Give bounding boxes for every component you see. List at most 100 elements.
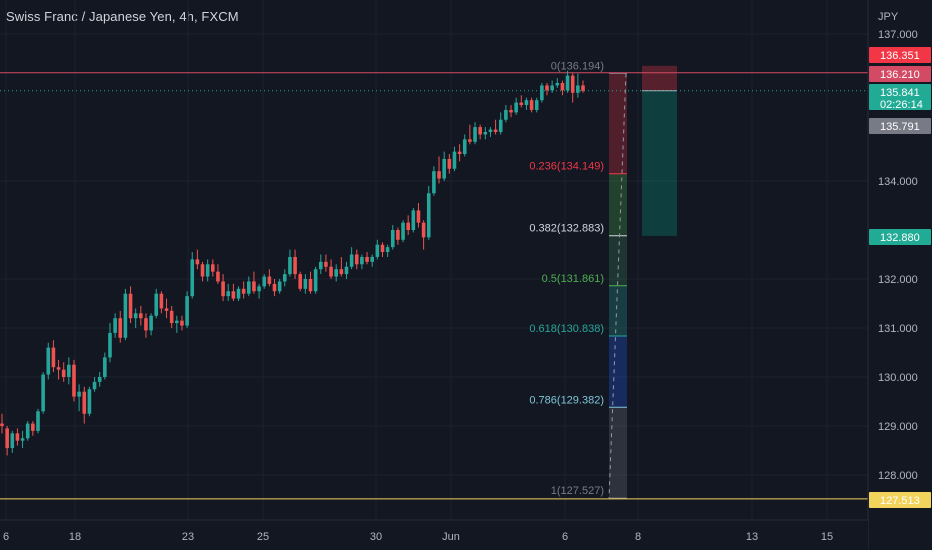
- candle: [231, 283, 236, 302]
- candle-body: [385, 247, 390, 253]
- candle: [478, 124, 482, 140]
- candle-body: [77, 391, 81, 397]
- candle-body: [108, 332, 112, 358]
- candle-body: [169, 310, 174, 324]
- candle-body: [36, 411, 40, 431]
- candle: [339, 256, 344, 277]
- candle-body: [437, 171, 441, 179]
- candle: [77, 384, 81, 412]
- candle: [5, 426, 9, 456]
- x-tick-label: 6: [562, 531, 568, 543]
- candle-body: [252, 281, 256, 292]
- candle-body: [457, 151, 462, 155]
- candle: [560, 80, 565, 96]
- candle: [493, 119, 498, 135]
- candle-body: [473, 127, 477, 142]
- candle-body: [360, 256, 364, 265]
- candle-body: [442, 158, 446, 179]
- candle-body: [139, 313, 143, 319]
- candle: [51, 340, 56, 373]
- candle-body: [483, 132, 488, 135]
- price-label: 02:26:14: [880, 99, 923, 111]
- x-tick-label: 18: [69, 531, 81, 543]
- candle: [385, 244, 390, 257]
- candle-body: [540, 85, 544, 101]
- candle-body: [416, 210, 421, 223]
- candle: [354, 249, 359, 270]
- price-label-bg: [869, 84, 931, 110]
- candle: [432, 166, 436, 196]
- candle: [25, 421, 30, 441]
- candle: [380, 242, 385, 257]
- fibonacci-retracement: 0(136.194) 0.236(134.149) 0.382(132.883) 0.…: [529, 60, 627, 499]
- candle: [545, 83, 549, 96]
- y-tick-label: 134.000: [878, 176, 918, 188]
- candle-body: [380, 244, 385, 253]
- price-label-bg: [869, 229, 931, 245]
- candle-body: [329, 266, 333, 277]
- x-tick-label: 8: [635, 531, 641, 543]
- candle: [360, 254, 364, 270]
- candle-body: [396, 230, 400, 240]
- candle: [282, 269, 287, 287]
- candle-body: [349, 254, 354, 267]
- candle: [200, 261, 205, 282]
- price-label-bg: [869, 118, 931, 134]
- candle: [303, 274, 308, 294]
- candle-body: [92, 381, 97, 390]
- candle: [468, 124, 472, 145]
- candle-body: [550, 85, 554, 91]
- candle-body: [128, 293, 133, 319]
- candle-body: [195, 259, 200, 265]
- candle-body: [41, 374, 45, 412]
- candle: [401, 220, 405, 243]
- candle-body: [468, 139, 472, 142]
- candle-body: [493, 129, 498, 132]
- fib-level-label: 0(136.194): [551, 60, 604, 72]
- price-label: 135.841: [880, 87, 920, 99]
- candle-body: [231, 291, 236, 299]
- candle-body: [180, 320, 184, 326]
- candle: [82, 386, 87, 424]
- candle: [365, 252, 369, 265]
- x-tick-label: 13: [746, 531, 758, 543]
- candle-body: [421, 222, 426, 238]
- candle: [426, 185, 431, 240]
- candle: [277, 279, 282, 294]
- candle-body: [282, 274, 287, 282]
- candle-body: [113, 318, 117, 333]
- take-profit-zone: [642, 90, 677, 236]
- candle: [581, 80, 585, 93]
- candle-body: [509, 109, 513, 113]
- candle-body: [15, 433, 20, 441]
- fib-level-label: 1(127.527): [551, 485, 604, 497]
- candle-body: [339, 269, 344, 275]
- fib-level-label: 0.618(130.838): [529, 323, 604, 335]
- candle-body: [31, 423, 35, 431]
- candle-body: [154, 293, 159, 316]
- candle-body: [462, 139, 467, 155]
- candle-body: [478, 127, 482, 135]
- candle: [313, 266, 318, 294]
- candle-body: [82, 391, 87, 414]
- fib-zone: [609, 235, 627, 286]
- candle: [139, 305, 143, 326]
- candle: [133, 308, 138, 328]
- grid-lines: [0, 0, 868, 520]
- candle-body: [426, 193, 431, 238]
- candle: [462, 134, 467, 157]
- candle: [349, 247, 354, 270]
- candle: [123, 288, 128, 341]
- price-label: 136.210: [880, 69, 920, 81]
- fib-trend-line: [608, 73, 627, 499]
- candle: [72, 359, 76, 402]
- price-label: 136.351: [880, 50, 920, 62]
- candle-body: [10, 433, 15, 449]
- x-tick-label: 6: [3, 531, 9, 543]
- candle: [154, 288, 159, 319]
- candle-body: [452, 151, 457, 169]
- candle-body: [365, 256, 369, 262]
- candle: [483, 127, 488, 140]
- candle-body: [159, 293, 164, 309]
